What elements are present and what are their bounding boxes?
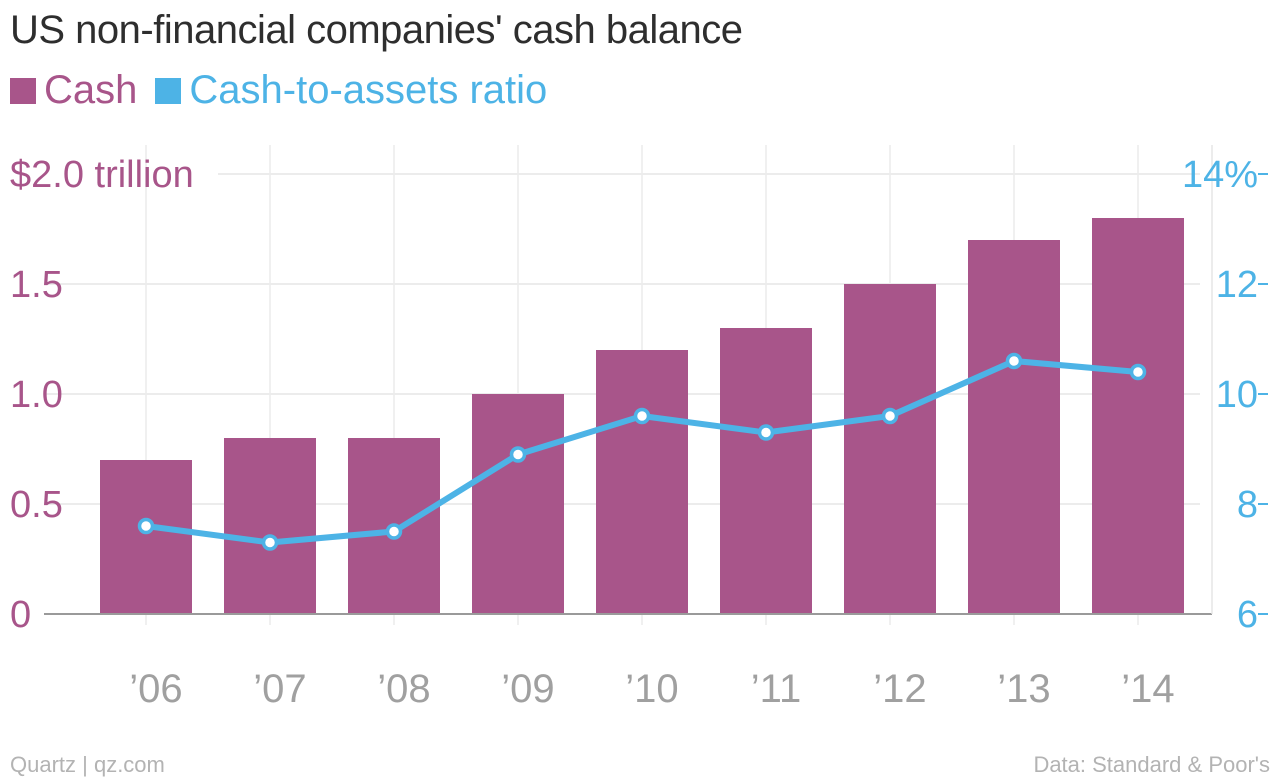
legend-swatch-ratio <box>155 77 182 104</box>
y-left-tick-label: $2.0 trillion <box>10 154 194 196</box>
x-tick-label: ’08 <box>377 667 430 711</box>
bar-cash-10 <box>596 350 688 614</box>
legend: Cash Cash-to-assets ratio <box>10 68 565 113</box>
bar-cash-14 <box>1092 218 1184 614</box>
bar-cash-07 <box>224 438 316 614</box>
bar-cash-13 <box>968 240 1060 614</box>
bar-cash-11 <box>720 328 812 614</box>
x-tick-label: ’06 <box>129 667 182 711</box>
y-right-tick-label: 10 <box>1216 374 1258 416</box>
x-tick-label: ’13 <box>997 667 1050 711</box>
legend-item-cash: Cash <box>10 68 137 113</box>
line-ratio <box>137 352 1147 551</box>
y-left-tick-label: 1.0 <box>10 374 63 416</box>
bar-cash-06 <box>100 460 192 614</box>
ratio-point-11 <box>757 424 775 441</box>
x-tick-label: ’07 <box>253 667 306 711</box>
ratio-point-13 <box>1005 352 1023 370</box>
ratio-point-12 <box>881 407 899 425</box>
bars-cash <box>100 218 1184 614</box>
x-tick-label: ’12 <box>873 667 926 711</box>
axes: 0 0.5 1.0 1.5 $2.0 trillion 6 8 10 12 14% ’06 ’07 ’0… <box>10 145 1268 711</box>
ratio-point-08 <box>385 523 403 540</box>
ratio-point-07 <box>261 534 279 551</box>
bar-cash-09 <box>472 394 564 614</box>
x-tick-label: ’11 <box>751 667 801 711</box>
legend-label-ratio: Cash-to-assets ratio <box>189 68 548 112</box>
footer-source: Data: Standard & Poor's <box>1033 752 1270 777</box>
legend-label-cash: Cash <box>44 68 138 112</box>
legend-swatch-cash <box>10 77 36 104</box>
x-tick-label: ’14 <box>1121 667 1174 711</box>
chart-title: US non-financial companies' cash balance <box>10 8 743 52</box>
y-left-tick-label: 0 <box>10 594 31 636</box>
ratio-point-06 <box>137 517 155 535</box>
ratio-point-09 <box>509 446 527 463</box>
bar-cash-12 <box>844 284 936 614</box>
y-right-tick-label: 12 <box>1216 264 1258 306</box>
y-left-tick-label: 0.5 <box>10 484 63 526</box>
ratio-point-14 <box>1129 363 1147 381</box>
ratio-point-10 <box>633 407 651 425</box>
footer-credit: Quartz | qz.com <box>10 752 165 777</box>
x-tick-label: ’10 <box>625 667 678 711</box>
y-right-tick-label: 8 <box>1237 484 1258 526</box>
y-right-tick-label: 14% <box>1182 154 1258 196</box>
legend-item-ratio: Cash-to-assets ratio <box>155 68 547 113</box>
y-left-tick-label: 1.5 <box>10 264 63 306</box>
y-right-tick-label: 6 <box>1237 594 1258 636</box>
x-tick-label: ’09 <box>501 667 554 711</box>
